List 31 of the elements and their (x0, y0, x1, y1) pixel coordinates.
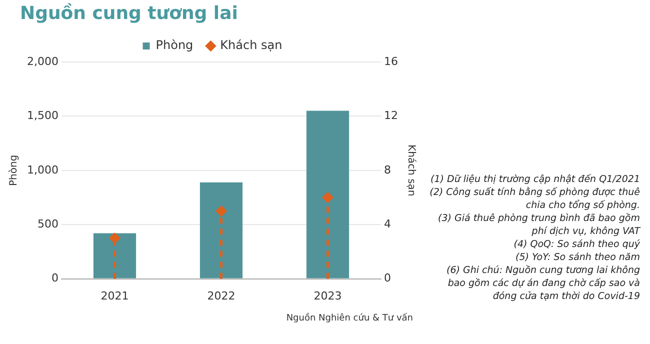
text: (4) QoQ: So sánh theo quý (512, 238, 640, 251)
y2-tick-label: 0 (384, 272, 392, 285)
y-tick-label: 1,000 (26, 163, 58, 176)
y2-tick-label: 12 (384, 109, 398, 122)
legend-label: Phòng (156, 38, 194, 52)
text: (2) Công suất tính bằng số phòng được thuê chia cho tổng số phòng. (428, 186, 640, 212)
y2-axis-title: Khách sạn (405, 144, 416, 196)
point (109, 232, 120, 244)
text: (3) Giá thuê phòng trung bình đã bao gồm phí dịch vụ, không VAT (437, 212, 640, 238)
text: (5) YoY: So sánh theo năm (514, 251, 640, 264)
bar (93, 233, 136, 278)
y-tick-label: 500 (37, 217, 58, 230)
y-tick-label: 1,500 (26, 109, 58, 122)
text: (6) Ghi chú: Nguồn cung tương lai không bao gồm các dự án đang chờ cấp sao và đóng cửa tạm thời do Covid-19 (446, 264, 640, 303)
y-tick-label: 2,000 (26, 54, 58, 68)
y-tick-label: 0 (51, 272, 58, 285)
y2-tick-label: 4 (384, 217, 392, 230)
text: (1) Dữ liệu thị trường cập nhật đến Q1/2021 (430, 173, 640, 186)
x-tick-label: 2021 (100, 289, 129, 302)
bar (200, 182, 243, 278)
y2-tick-label: 16 (384, 54, 398, 68)
text: Nguồn Nghiên cứu & Tư vấn (286, 312, 413, 324)
bar (306, 110, 350, 278)
legend-label: Khách sạn (220, 38, 282, 52)
y-axis-title: Phòng (8, 154, 20, 186)
chart-title: Nguồn cung tương lai (20, 3, 238, 24)
x-tick-label: 2023 (314, 289, 342, 302)
x-tick-label: 2022 (207, 289, 236, 302)
point (216, 206, 227, 217)
y2-tick-label: 8 (384, 163, 392, 176)
point (322, 192, 334, 203)
